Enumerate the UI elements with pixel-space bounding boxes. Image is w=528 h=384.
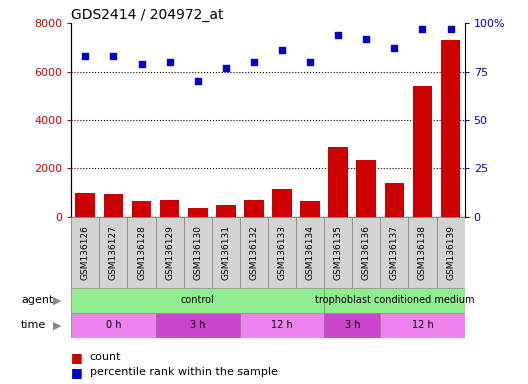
- Text: GSM136136: GSM136136: [362, 225, 371, 280]
- Text: GSM136134: GSM136134: [306, 225, 315, 280]
- Text: GSM136132: GSM136132: [249, 225, 258, 280]
- Bar: [324, 217, 352, 288]
- Bar: [356, 160, 376, 217]
- Text: control: control: [181, 295, 214, 306]
- Bar: [324, 313, 380, 338]
- Bar: [99, 217, 127, 288]
- Bar: [413, 86, 432, 217]
- Bar: [131, 201, 152, 217]
- Bar: [352, 217, 380, 288]
- Text: GSM136131: GSM136131: [221, 225, 230, 280]
- Bar: [324, 288, 465, 313]
- Text: GSM136129: GSM136129: [165, 225, 174, 280]
- Point: [418, 26, 427, 32]
- Bar: [380, 313, 465, 338]
- Bar: [268, 217, 296, 288]
- Bar: [188, 209, 208, 217]
- Point: [193, 78, 202, 84]
- Bar: [127, 217, 156, 288]
- Point: [81, 53, 90, 59]
- Bar: [103, 194, 123, 217]
- Bar: [240, 313, 324, 338]
- Text: GSM136135: GSM136135: [334, 225, 343, 280]
- Point: [306, 59, 314, 65]
- Bar: [71, 217, 99, 288]
- Text: ■: ■: [71, 351, 83, 364]
- Text: 0 h: 0 h: [106, 320, 121, 331]
- Text: GSM136138: GSM136138: [418, 225, 427, 280]
- Bar: [212, 217, 240, 288]
- Text: GSM136126: GSM136126: [81, 225, 90, 280]
- Bar: [156, 313, 240, 338]
- Point: [390, 45, 399, 51]
- Text: trophoblast conditioned medium: trophoblast conditioned medium: [315, 295, 474, 306]
- Text: 3 h: 3 h: [344, 320, 360, 331]
- Point: [250, 59, 258, 65]
- Bar: [160, 200, 180, 217]
- Bar: [156, 217, 184, 288]
- Text: 12 h: 12 h: [271, 320, 293, 331]
- Bar: [409, 217, 437, 288]
- Text: 12 h: 12 h: [412, 320, 433, 331]
- Bar: [272, 189, 292, 217]
- Bar: [384, 183, 404, 217]
- Point: [222, 65, 230, 71]
- Text: 3 h: 3 h: [190, 320, 205, 331]
- Text: GSM136127: GSM136127: [109, 225, 118, 280]
- Bar: [437, 217, 465, 288]
- Text: GSM136139: GSM136139: [446, 225, 455, 280]
- Point: [334, 31, 343, 38]
- Text: GSM136128: GSM136128: [137, 225, 146, 280]
- Point: [165, 59, 174, 65]
- Text: GSM136130: GSM136130: [193, 225, 202, 280]
- Text: GSM136137: GSM136137: [390, 225, 399, 280]
- Text: GSM136133: GSM136133: [278, 225, 287, 280]
- Bar: [184, 217, 212, 288]
- Point: [446, 26, 455, 32]
- Bar: [380, 217, 409, 288]
- Point: [362, 35, 371, 41]
- Bar: [441, 40, 460, 217]
- Bar: [71, 288, 324, 313]
- Bar: [216, 205, 235, 217]
- Bar: [328, 147, 348, 217]
- Text: ▶: ▶: [53, 320, 61, 331]
- Bar: [296, 217, 324, 288]
- Bar: [244, 200, 264, 217]
- Bar: [300, 201, 320, 217]
- Bar: [240, 217, 268, 288]
- Point: [109, 53, 118, 59]
- Point: [137, 61, 146, 67]
- Bar: [76, 193, 95, 217]
- Point: [278, 47, 286, 53]
- Text: count: count: [90, 352, 121, 362]
- Text: ▶: ▶: [53, 295, 61, 306]
- Bar: [71, 313, 156, 338]
- Text: percentile rank within the sample: percentile rank within the sample: [90, 367, 278, 377]
- Text: GDS2414 / 204972_at: GDS2414 / 204972_at: [71, 8, 224, 22]
- Text: agent: agent: [21, 295, 53, 306]
- Text: ■: ■: [71, 366, 83, 379]
- Text: time: time: [21, 320, 46, 331]
